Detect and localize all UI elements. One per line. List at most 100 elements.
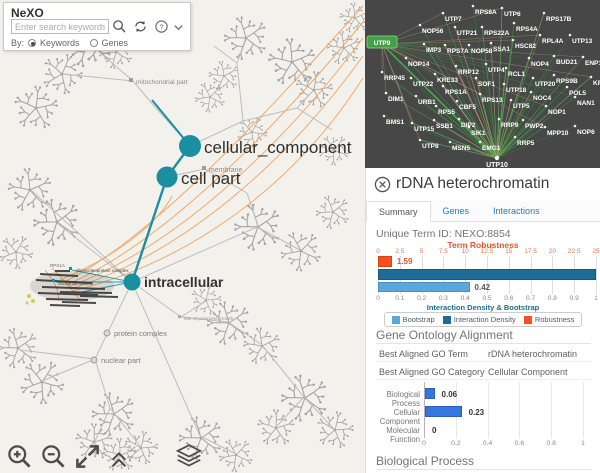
gene-node-label[interactable]: RPS22A (484, 30, 510, 37)
collapse-chevron-icon[interactable] (173, 22, 184, 33)
gene-node-dot[interactable] (418, 23, 422, 27)
gene-node-label[interactable]: RPS13 (482, 97, 503, 104)
gene-node-dot[interactable] (504, 66, 508, 70)
gene-node-label[interactable]: PWP2 (525, 123, 544, 130)
search-input[interactable] (11, 19, 109, 34)
gene-node-dot[interactable] (384, 91, 388, 95)
gene-node-dot[interactable] (453, 25, 457, 29)
term-label-site-of-polarized-growth[interactable]: site of polarized growth (184, 316, 234, 322)
layers-icon[interactable] (173, 443, 205, 470)
gene-node-dot[interactable] (565, 85, 569, 89)
gene-node-label[interactable]: RPL4A (542, 38, 564, 45)
term-label-nuclear-part[interactable]: nuclear part (101, 356, 142, 365)
gene-node-label[interactable]: UTP15 (414, 126, 435, 133)
tab-genes[interactable]: Genes (442, 206, 470, 216)
gene-node-label[interactable]: NOP56 (422, 28, 444, 35)
gene-node-label[interactable]: RPS9B (556, 78, 578, 85)
search-icon[interactable] (112, 19, 127, 34)
gene-node-dot[interactable] (511, 38, 515, 42)
gene-node-label[interactable]: MPP10 (547, 130, 569, 137)
gene-node-label[interactable]: ENP1 (585, 60, 600, 67)
gene-node-dot[interactable] (422, 42, 426, 46)
term-label-rps1a[interactable]: RPS1A (50, 263, 65, 268)
radio-keywords[interactable] (28, 39, 37, 47)
gene-node-dot[interactable] (497, 117, 501, 121)
help-icon[interactable]: ? (154, 19, 169, 34)
gene-node-dot[interactable] (589, 75, 593, 79)
gene-node-dot[interactable] (573, 95, 577, 99)
gene-node-label[interactable]: BMS1 (386, 119, 404, 126)
node-cell-part[interactable] (156, 166, 178, 188)
gene-node-label[interactable]: UTP13 (572, 38, 593, 45)
gene-node-dot[interactable] (543, 125, 547, 129)
robustness-bar-interaction-density[interactable] (378, 269, 596, 280)
gene-node-label[interactable]: RCL1 (508, 71, 525, 78)
gene-node-dot[interactable] (441, 84, 445, 88)
term-label-ribosomal-subunit[interactable]: ribosomal subunit (58, 281, 94, 286)
gene-node-label[interactable]: SOF1 (478, 81, 495, 88)
gene-node-label[interactable]: RPS17B (546, 16, 572, 23)
gene-node-dot[interactable] (467, 43, 471, 47)
gene-node-label[interactable]: RRP12 (458, 69, 479, 76)
selected-gene-box[interactable] (366, 35, 398, 49)
gene-node-label[interactable]: NOC4 (533, 95, 551, 102)
gene-node-dot[interactable] (521, 118, 525, 122)
tab-summary[interactable]: Summary (366, 201, 431, 222)
gene-node-dot[interactable] (573, 124, 577, 128)
gene-node-label[interactable]: RRP45 (384, 75, 405, 82)
gene-node-label[interactable]: CBF5 (459, 104, 476, 111)
gene-node-dot[interactable] (478, 140, 482, 144)
gene-node-label[interactable]: URB1 (418, 99, 436, 106)
gene-node-dot[interactable] (568, 33, 572, 37)
gene-node-label[interactable]: DIP2 (461, 122, 476, 129)
gene-node-dot[interactable] (441, 11, 445, 15)
gene-node-label[interactable]: UTP5 (513, 103, 530, 110)
gene-node-dot[interactable] (382, 114, 386, 118)
gene-node-label[interactable]: RRP5 (517, 140, 535, 147)
gene-node-dot[interactable] (467, 125, 471, 129)
gene-node-label[interactable]: UTP18 (506, 87, 527, 94)
robustness-bar-robustness[interactable] (378, 256, 392, 267)
close-icon[interactable] (374, 176, 391, 193)
gene-node-dot[interactable] (581, 55, 585, 59)
gene-node-dot[interactable] (474, 76, 478, 80)
gene-node-label[interactable]: UTP7 (445, 16, 462, 23)
gene-node-label[interactable]: DIM1 (388, 96, 404, 103)
gene-node-label[interactable]: UTP6 (504, 11, 521, 18)
gene-node-dot[interactable] (529, 90, 533, 94)
gene-node-label[interactable]: NOP1 (548, 109, 566, 116)
gene-node-dot[interactable] (410, 121, 414, 125)
gene-node-dot[interactable] (418, 138, 422, 142)
go-chart-bar[interactable] (425, 388, 435, 399)
gene-node-label[interactable]: NAN1 (577, 100, 595, 107)
gene-node-dot[interactable] (448, 140, 452, 144)
gene-node-dot[interactable] (538, 33, 542, 37)
gene-node-label[interactable]: UTP8 (422, 143, 439, 150)
gene-node-dot[interactable] (544, 104, 548, 108)
gene-node-dot[interactable] (434, 104, 438, 108)
gene-node-label[interactable]: RRP9 (501, 122, 519, 129)
gene-node-label[interactable]: KRE33 (437, 77, 458, 84)
radio-keywords-label[interactable]: Keywords (40, 38, 80, 48)
gene-node-label[interactable]: UTP21 (457, 30, 478, 37)
gene-node-label[interactable]: RPS5 (438, 109, 455, 116)
zoom-out-icon[interactable] (40, 443, 67, 470)
gene-node-dot[interactable] (484, 62, 488, 66)
hub-node-label[interactable]: UTP10 (486, 162, 508, 168)
selected-gene-label[interactable]: UTP9 (374, 40, 391, 47)
gene-node-dot[interactable] (478, 92, 482, 96)
ontology-network-canvas[interactable]: ribonucleoprotein complex ribosomal subu… (0, 0, 365, 473)
gene-interaction-panel[interactable]: UTP7 RPS8A UTP6 RPS17B NOP56 UTP21 RPS22A RPS4A… (365, 0, 600, 168)
term-label-membrane[interactable]: membrane (209, 167, 243, 174)
gene-node-dot[interactable] (500, 6, 504, 10)
term-label-intracellular[interactable]: intracellular (144, 274, 224, 290)
gene-node-label[interactable]: KRR1 (593, 80, 600, 87)
collapsed-term-cluster[interactable]: ribonucleoprotein complex ribosomal subu… (25, 263, 130, 307)
gene-node-label[interactable]: UTP22 (413, 81, 434, 88)
gene-node-dot[interactable] (443, 43, 447, 47)
gene-node-dot[interactable] (509, 98, 513, 102)
gene-node-label[interactable]: RPS7A (447, 48, 469, 55)
node-cellular-component[interactable] (179, 135, 201, 157)
node-intracellular[interactable] (123, 273, 141, 291)
gene-node-label[interactable]: SSB1 (436, 123, 453, 130)
